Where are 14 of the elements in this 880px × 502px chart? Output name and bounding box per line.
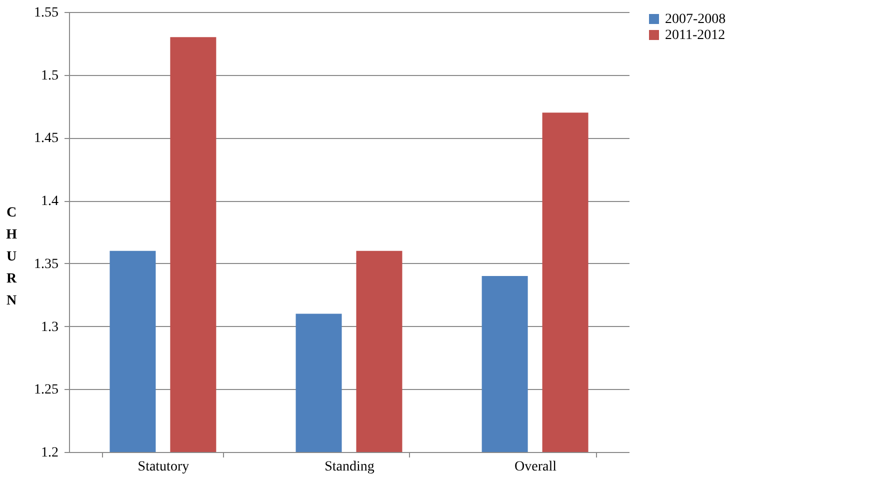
y-axis-title: CHURN bbox=[6, 206, 18, 308]
x-tick-label: Standing bbox=[324, 460, 374, 474]
x-tick-label: Statutory bbox=[138, 460, 190, 474]
y-tick-label: 1.55 bbox=[34, 6, 58, 20]
y-tick-label: 1.25 bbox=[34, 382, 58, 398]
y-tick-label: 1.5 bbox=[41, 68, 58, 84]
y-tick-label: 1.3 bbox=[41, 320, 58, 335]
y-tick-label: 1.35 bbox=[34, 256, 58, 272]
x-tick-label: Overall bbox=[514, 460, 557, 474]
y-tick-label: 1.4 bbox=[41, 194, 58, 210]
y-tick-label: 1.2 bbox=[41, 446, 58, 460]
legend-label: 2011-2012 bbox=[665, 28, 726, 43]
legend-label: 2007-2008 bbox=[665, 12, 726, 27]
y-tick-label: 1.45 bbox=[34, 131, 58, 146]
